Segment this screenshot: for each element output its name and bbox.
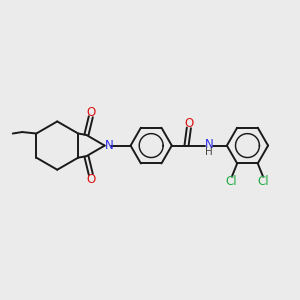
Text: Cl: Cl	[226, 176, 237, 188]
Text: N: N	[105, 139, 114, 152]
Text: O: O	[184, 117, 194, 130]
Text: O: O	[86, 172, 95, 186]
Text: Cl: Cl	[258, 176, 269, 188]
Text: H: H	[205, 147, 213, 157]
Text: N: N	[205, 138, 213, 151]
Text: O: O	[86, 106, 95, 118]
